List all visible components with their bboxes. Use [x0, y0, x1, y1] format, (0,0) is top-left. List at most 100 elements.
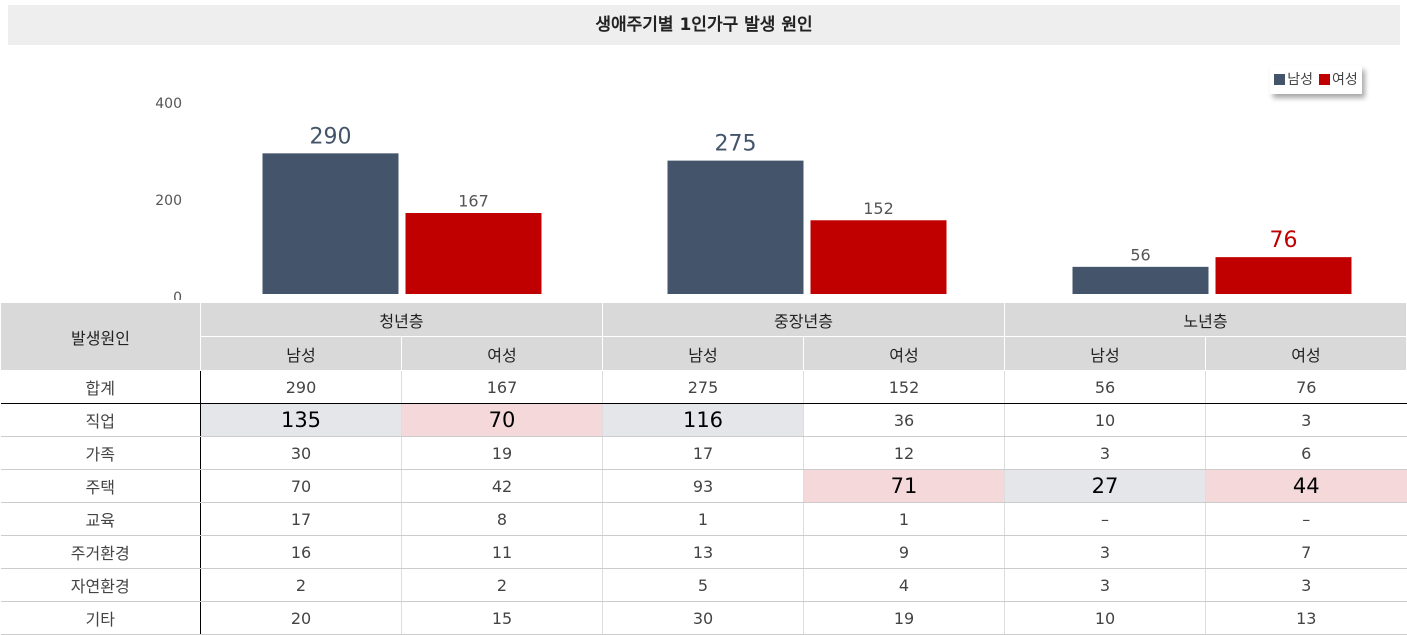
data-label: 290 [310, 124, 352, 149]
table-row: 교육 17 8 1 1– – [0, 502, 1407, 536]
group-header: 중장년층 [602, 302, 1005, 337]
cell: 2 [200, 568, 402, 602]
bar [405, 213, 542, 294]
cell: – [1004, 502, 1206, 536]
cell: 6 [1205, 436, 1407, 470]
cell: 19 [401, 436, 603, 470]
y-tick-label: 0 [173, 290, 182, 300]
header-row: 남성 여성 남성 여성 남성 여성 [1, 336, 1407, 371]
header-row: 발생원인 청년층 중장년층 노년층 [0, 302, 1407, 371]
table-row: 주택 70 42 93 71 27 44 [0, 469, 1407, 503]
cell: 3 [1004, 436, 1206, 470]
cell: 1 [803, 502, 1005, 536]
sub-header: 여성 [1205, 336, 1407, 371]
cell: 2 [401, 568, 603, 602]
bar [1215, 257, 1352, 294]
cell: 8 [401, 502, 603, 536]
cell: 3 [1004, 568, 1206, 602]
group-header: 청년층 [200, 302, 603, 337]
cell: 36 [803, 403, 1005, 437]
chart-title: 생애주기별 1인가구 발생 원인 [8, 5, 1400, 45]
cell: 7 [1205, 535, 1407, 569]
data-label: 275 [715, 132, 757, 157]
cell: 3 [1205, 568, 1407, 602]
cell: 10 [1004, 601, 1206, 635]
chart: 0 200 400 290 167 275 152 56 76 [155, 96, 1352, 300]
cell: 44 [1205, 469, 1407, 503]
cell: 290 [200, 370, 402, 404]
cell: 11 [401, 535, 603, 569]
legend-swatch [1319, 74, 1330, 85]
y-tick-label: 400 [155, 96, 182, 112]
cell: 71 [803, 469, 1005, 503]
cell: – [1205, 502, 1407, 536]
sub-header: 남성 [200, 336, 402, 371]
bar [810, 220, 947, 294]
table-row: 가족 30 19 17 12 3 6 [0, 436, 1407, 470]
cell: 13 [1205, 601, 1407, 635]
cell: 17 [200, 502, 402, 536]
cell: 9 [803, 535, 1005, 569]
sub-header: 남성 [602, 336, 804, 371]
sub-header: 여성 [803, 336, 1005, 371]
cell: 3 [1004, 535, 1206, 569]
table-row: 기타 20 15 30 19 10 13 [0, 601, 1407, 635]
cell: 17 [602, 436, 804, 470]
legend-item: 여성 [1319, 66, 1358, 94]
cell: 5 [602, 568, 804, 602]
data-label: 56 [1130, 245, 1150, 264]
header-cell: 발생원인 [0, 302, 201, 371]
cell: 27 [1004, 469, 1206, 503]
legend-label: 남성 [1287, 72, 1313, 88]
cell: 30 [200, 436, 402, 470]
cell: 152 [803, 370, 1005, 404]
cell: 1 [602, 502, 804, 536]
cell: 56 [1004, 370, 1206, 404]
table-row: 주거환경 16 11 13 9 3 7 [0, 535, 1407, 569]
total-row: 합계 290 167 275 152 56 76 [0, 370, 1407, 404]
data-table: 발생원인 청년층 중장년층 노년층 남성 여성 남성 여성 남성 여성 합계 290 167 275 152… [0, 302, 1407, 635]
cell: 275 [602, 370, 804, 404]
data-label: 152 [863, 199, 894, 218]
cell: 20 [200, 601, 402, 635]
cell: 19 [803, 601, 1005, 635]
cell: 15 [401, 601, 603, 635]
cell: 3 [1205, 403, 1407, 437]
cell: 30 [602, 601, 804, 635]
cell: 42 [401, 469, 603, 503]
row-label: 주거환경 [0, 535, 201, 569]
legend: 남성 여성 [1270, 66, 1362, 94]
legend-swatch [1274, 74, 1286, 85]
row-label: 주택 [0, 469, 201, 503]
sub-header: 여성 [401, 336, 603, 371]
row-label: 합계 [0, 370, 201, 404]
cell: 13 [602, 535, 804, 569]
cell: 93 [602, 469, 804, 503]
bar [1072, 266, 1209, 294]
legend-item: 남성 [1274, 66, 1313, 94]
cell: 10 [1004, 403, 1206, 437]
legend-label: 여성 [1332, 72, 1358, 88]
cell: 167 [401, 370, 603, 404]
cell: 116 [602, 403, 804, 437]
row-label: 기타 [0, 601, 201, 635]
table-row: 직업 135 70 116 36 10 3 [0, 403, 1407, 437]
cell: 135 [200, 403, 402, 437]
cell: 16 [200, 535, 402, 569]
bar [667, 160, 804, 294]
y-tick-label: 200 [155, 193, 182, 209]
cell: 12 [803, 436, 1005, 470]
table-row: 자연환경 2 2 5 4 3 3 [0, 568, 1407, 602]
row-label: 교육 [0, 502, 201, 536]
group-header: 노년층 [1004, 302, 1407, 337]
sub-header: 남성 [1004, 336, 1206, 371]
cell: 4 [803, 568, 1005, 602]
row-label: 직업 [0, 403, 201, 437]
row-label: 가족 [0, 436, 201, 470]
bar [262, 153, 399, 294]
cell: 70 [401, 403, 603, 437]
data-label: 76 [1270, 228, 1298, 253]
cell: 76 [1205, 370, 1407, 404]
row-label: 자연환경 [0, 568, 201, 602]
